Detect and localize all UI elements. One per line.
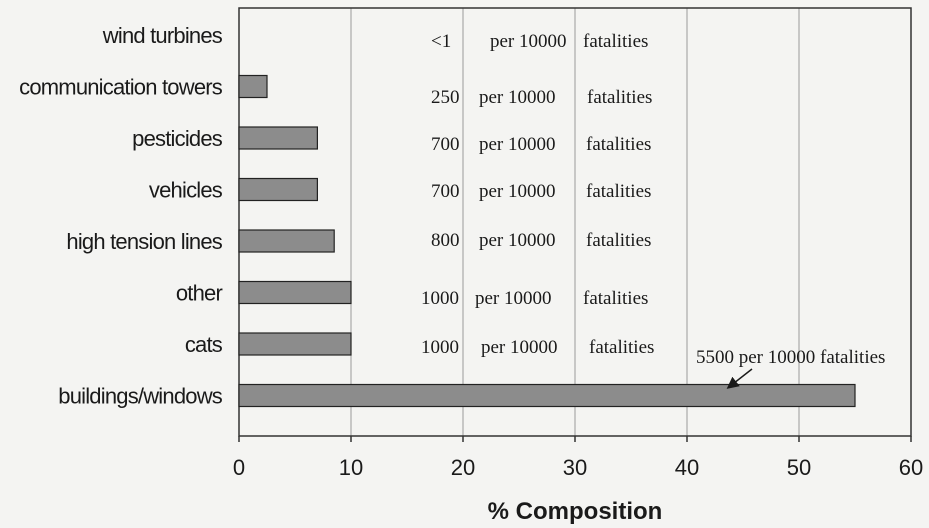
bar bbox=[238, 74, 268, 99]
category-label: other bbox=[176, 281, 223, 306]
category-label: buildings/windows bbox=[58, 384, 223, 409]
bar bbox=[238, 126, 319, 150]
annotation-text: per 10000 bbox=[475, 288, 552, 309]
category-label: cats bbox=[185, 332, 223, 357]
bar bbox=[238, 383, 856, 408]
annotation-text: per 10000 bbox=[479, 230, 556, 251]
bar bbox=[238, 229, 335, 253]
annotation-text: fatalities bbox=[586, 230, 651, 251]
annotation-text: per 10000 bbox=[490, 31, 567, 52]
annotation-text: 700 bbox=[431, 134, 460, 155]
x-tick-label: 50 bbox=[787, 455, 811, 480]
annotation-text: 1000 bbox=[421, 337, 459, 358]
annotation-text: 800 bbox=[431, 230, 460, 251]
annotation-text: fatalities bbox=[586, 181, 651, 202]
annotation-text: 5500 per 10000 fatalities bbox=[696, 347, 885, 368]
bar bbox=[238, 177, 319, 202]
annotation-text: per 10000 bbox=[479, 181, 556, 202]
category-label: vehicles bbox=[149, 178, 223, 203]
category-label: wind turbines bbox=[102, 23, 223, 48]
annotation-text: fatalities bbox=[586, 134, 651, 155]
x-tick-label: 20 bbox=[451, 455, 475, 480]
annotation-text: 250 bbox=[431, 87, 460, 108]
category-labels: wind turbines communication towers pestici… bbox=[19, 23, 223, 409]
x-tick-label: 40 bbox=[675, 455, 699, 480]
annotation-text: fatalities bbox=[589, 337, 654, 358]
annotation-text: fatalities bbox=[587, 87, 652, 108]
bar bbox=[238, 332, 352, 356]
annotation-arrow bbox=[726, 368, 753, 389]
bar bbox=[238, 280, 352, 305]
annotation-text: per 10000 bbox=[479, 87, 556, 108]
annotation-text: fatalities bbox=[583, 288, 648, 309]
x-tick-labels: 0 10 20 30 40 50 60 bbox=[233, 436, 923, 480]
category-label: high tension lines bbox=[66, 229, 222, 254]
x-tick-label: 60 bbox=[899, 455, 923, 480]
annotation-text: per 10000 bbox=[481, 337, 558, 358]
gridlines bbox=[350, 8, 800, 436]
annotations: <1 per 10000 fatalities 250 per 10000 fatalit… bbox=[421, 31, 885, 389]
category-label: pesticides bbox=[132, 126, 223, 151]
annotation-text: <1 bbox=[431, 31, 451, 52]
bars bbox=[238, 74, 856, 408]
annotation-text: per 10000 bbox=[479, 134, 556, 155]
annotation-text: fatalities bbox=[583, 31, 648, 52]
x-tick-label: 0 bbox=[233, 455, 245, 480]
x-axis-title: % Composition bbox=[488, 498, 663, 525]
x-tick-label: 30 bbox=[563, 455, 587, 480]
x-tick-label: 10 bbox=[339, 455, 363, 480]
annotation-text: 1000 bbox=[421, 288, 459, 309]
category-label: communication towers bbox=[19, 75, 223, 100]
annotation-text: 700 bbox=[431, 181, 460, 202]
